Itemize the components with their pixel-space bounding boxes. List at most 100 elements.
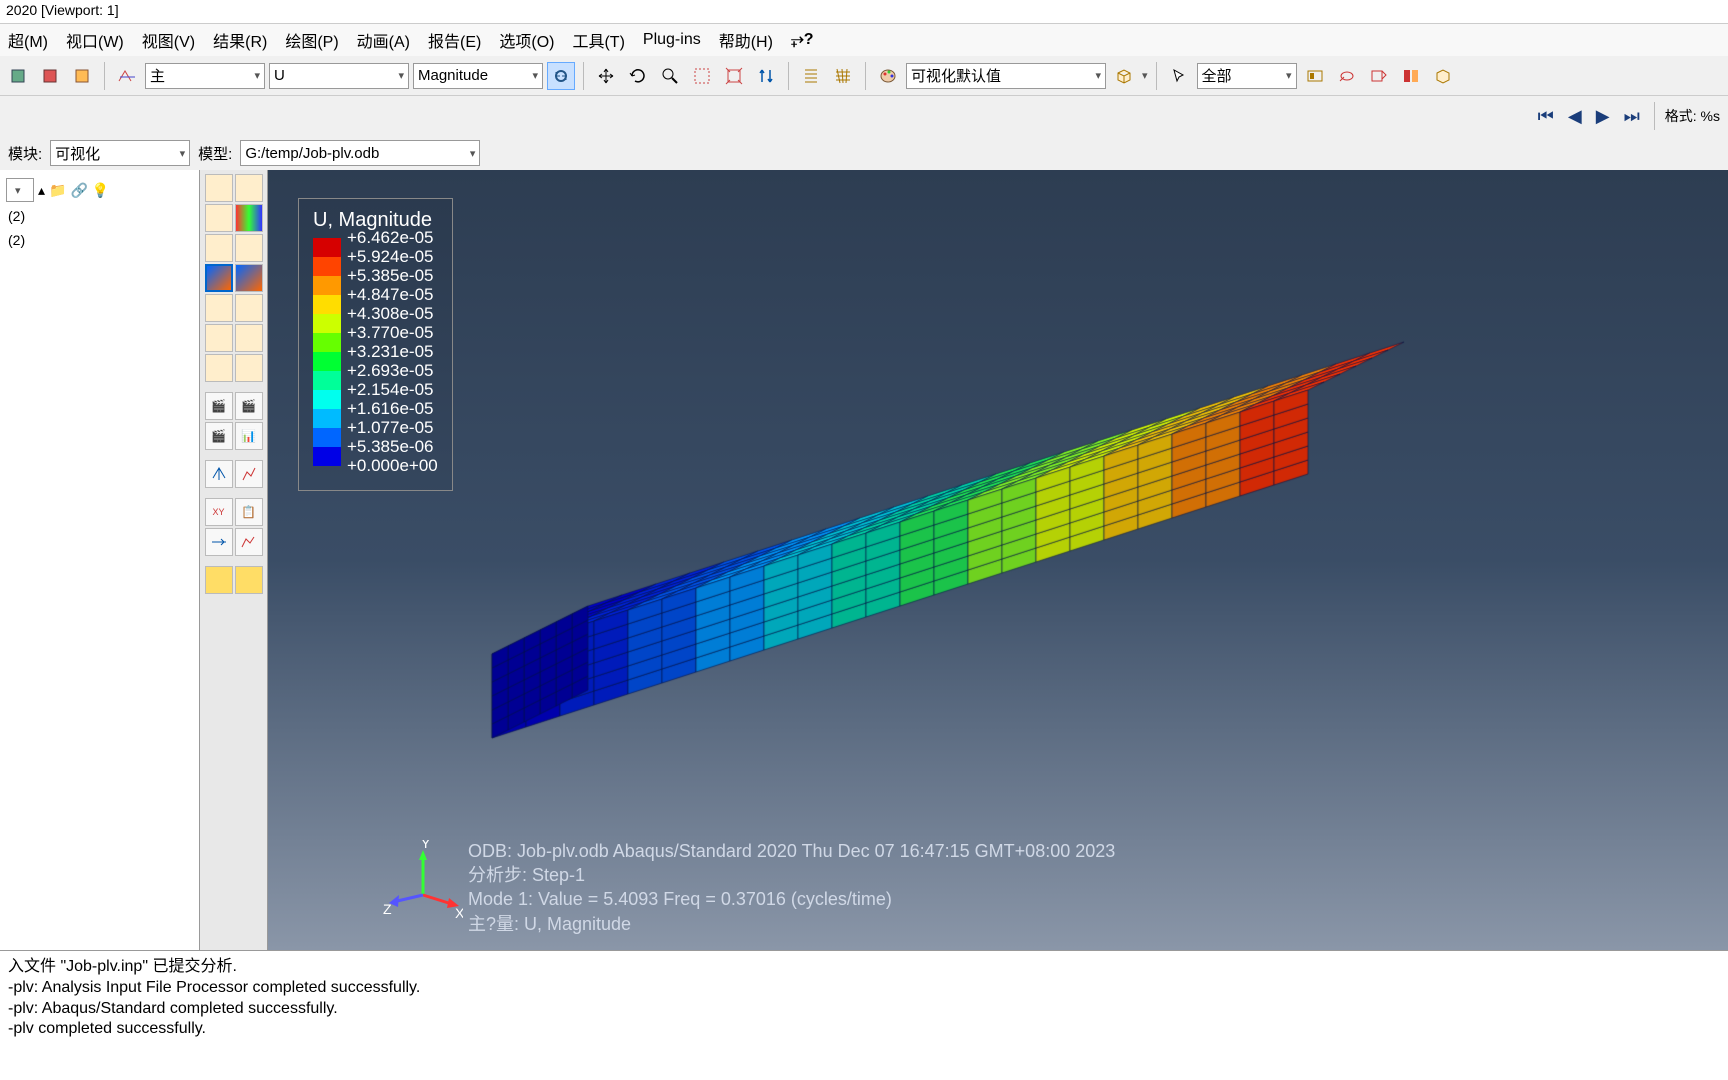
- cube-icon[interactable]: [1110, 62, 1138, 90]
- palette-btn[interactable]: [235, 460, 263, 488]
- filter-select[interactable]: [6, 178, 34, 202]
- first-frame-icon[interactable]: ⏮: [1534, 104, 1558, 129]
- bulb-icon[interactable]: 💡: [92, 182, 109, 199]
- format-label: 格式: %s: [1665, 106, 1720, 126]
- palette-btn[interactable]: [205, 566, 233, 594]
- prev-frame-icon[interactable]: ◀: [1564, 104, 1586, 129]
- tool-icon[interactable]: [1429, 62, 1457, 90]
- mode-info-line: Mode 1: Value = 5.4093 Freq = 0.37016 (c…: [468, 887, 1115, 911]
- link-icon[interactable]: 🔗: [70, 182, 87, 199]
- svg-text:Z: Z: [383, 901, 392, 917]
- palette-btn[interactable]: 🎬: [205, 422, 233, 450]
- menu-item[interactable]: 工具(T): [572, 28, 624, 52]
- palette-btn[interactable]: [235, 354, 263, 382]
- palette-btn[interactable]: [205, 324, 233, 352]
- menu-item[interactable]: 帮助(H): [719, 28, 773, 52]
- console-line: 入文件 "Job-plv.inp" 已提交分析.: [8, 957, 1720, 978]
- palette-btn[interactable]: 🎬: [205, 392, 233, 420]
- model-select[interactable]: G:/temp/Job-plv.odb: [240, 140, 480, 166]
- svg-text:Y: Y: [421, 840, 431, 851]
- tool-icon[interactable]: [1397, 62, 1425, 90]
- palette-btn[interactable]: [205, 174, 233, 202]
- grid-icon[interactable]: [797, 62, 825, 90]
- tool-icon[interactable]: [68, 62, 96, 90]
- menu-item[interactable]: 视图(V): [142, 28, 195, 52]
- menu-item[interactable]: 结果(R): [213, 28, 267, 52]
- component-select[interactable]: Magnitude: [413, 63, 543, 89]
- menu-item[interactable]: 动画(A): [357, 28, 410, 52]
- zoom-box-icon[interactable]: [688, 62, 716, 90]
- fit-view-icon[interactable]: [720, 62, 748, 90]
- palette-btn[interactable]: [205, 204, 233, 232]
- menu-item[interactable]: 超(M): [8, 28, 48, 52]
- pan-icon[interactable]: [592, 62, 620, 90]
- swap-icon[interactable]: [752, 62, 780, 90]
- legend: U, Magnitude +6.462e-05+5.924e-05+5.385e…: [298, 198, 453, 491]
- step-info-line: 分析步: Step-1: [468, 863, 1115, 887]
- window-title: 2020 [Viewport: 1]: [0, 0, 1728, 24]
- last-frame-icon[interactable]: ⏭: [1620, 104, 1644, 129]
- main-toolbar: 主 U Magnitude 可视化默认值 ▾ 全部: [0, 56, 1728, 96]
- menu-item[interactable]: 视口(W): [66, 28, 124, 52]
- tool-icon[interactable]: [1365, 62, 1393, 90]
- palette-icon[interactable]: [874, 62, 902, 90]
- legend-colorbar: [313, 238, 341, 466]
- fem-contour-plot: [268, 170, 1728, 850]
- palette-btn[interactable]: [205, 234, 233, 262]
- tool-icon[interactable]: [1301, 62, 1329, 90]
- tool-icon[interactable]: [36, 62, 64, 90]
- palette-btn[interactable]: [235, 264, 263, 292]
- context-help-icon[interactable]: ⥅?: [791, 31, 814, 49]
- module-bar: 模块: 可视化 模型: G:/temp/Job-plv.odb: [0, 136, 1728, 170]
- tool-icon[interactable]: [4, 62, 32, 90]
- module-select[interactable]: 可视化: [50, 140, 190, 166]
- palette-btn[interactable]: 📋: [235, 498, 263, 526]
- palette-btn[interactable]: [205, 294, 233, 322]
- primary-variable-select[interactable]: 主: [145, 63, 265, 89]
- expand-icon[interactable]: ▴: [38, 182, 45, 199]
- viewport[interactable]: U, Magnitude +6.462e-05+5.924e-05+5.385e…: [268, 170, 1728, 950]
- palette-btn[interactable]: [235, 204, 263, 232]
- palette-btn[interactable]: [205, 354, 233, 382]
- menu-item[interactable]: 选项(O): [499, 28, 554, 52]
- palette-btn[interactable]: [235, 528, 263, 556]
- console-line: -plv: Analysis Input File Processor comp…: [8, 978, 1720, 999]
- folder-icon[interactable]: 📁: [49, 182, 66, 199]
- menu-item[interactable]: Plug-ins: [643, 31, 701, 49]
- palette-btn[interactable]: [205, 460, 233, 488]
- tree-item[interactable]: (2): [6, 228, 193, 252]
- legend-labels: +6.462e-05+5.924e-05+5.385e-05+4.847e-05…: [341, 229, 438, 476]
- menu-item[interactable]: 绘图(P): [285, 28, 338, 52]
- palette-btn[interactable]: [235, 294, 263, 322]
- menu-item[interactable]: 报告(E): [428, 28, 481, 52]
- display-mode-select[interactable]: 可视化默认值: [906, 63, 1106, 89]
- tool-icon[interactable]: [1333, 62, 1361, 90]
- selection-mode-select[interactable]: 全部: [1197, 63, 1297, 89]
- console-line: -plv completed successfully.: [8, 1019, 1720, 1040]
- palette-btn[interactable]: 📊: [235, 422, 263, 450]
- model-label: 模型:: [198, 143, 232, 164]
- sync-icon[interactable]: [547, 62, 575, 90]
- tool-icon[interactable]: [113, 62, 141, 90]
- palette-btn[interactable]: [235, 174, 263, 202]
- grid-icon[interactable]: [829, 62, 857, 90]
- menu-bar: 超(M) 视口(W) 视图(V) 结果(R) 绘图(P) 动画(A) 报告(E)…: [0, 24, 1728, 56]
- palette-btn[interactable]: [205, 528, 233, 556]
- zoom-icon[interactable]: [656, 62, 684, 90]
- tree-item[interactable]: (2): [6, 204, 193, 228]
- cursor-icon[interactable]: [1165, 62, 1193, 90]
- palette-btn[interactable]: [235, 234, 263, 262]
- palette-btn[interactable]: 🎬: [235, 392, 263, 420]
- rotate-icon[interactable]: [624, 62, 652, 90]
- palette-btn[interactable]: [235, 566, 263, 594]
- model-tree-pane: ▴ 📁 🔗 💡 (2) (2): [0, 170, 200, 950]
- output-variable-select[interactable]: U: [269, 63, 409, 89]
- module-label: 模块:: [8, 143, 42, 164]
- palette-btn[interactable]: [235, 324, 263, 352]
- console-line: -plv: Abaqus/Standard completed successf…: [8, 999, 1720, 1020]
- odb-info-line: ODB: Job-plv.odb Abaqus/Standard 2020 Th…: [468, 839, 1115, 863]
- svg-text:X: X: [455, 905, 463, 920]
- palette-btn[interactable]: XY: [205, 498, 233, 526]
- next-frame-icon[interactable]: ▶: [1592, 104, 1614, 129]
- palette-btn[interactable]: [205, 264, 233, 292]
